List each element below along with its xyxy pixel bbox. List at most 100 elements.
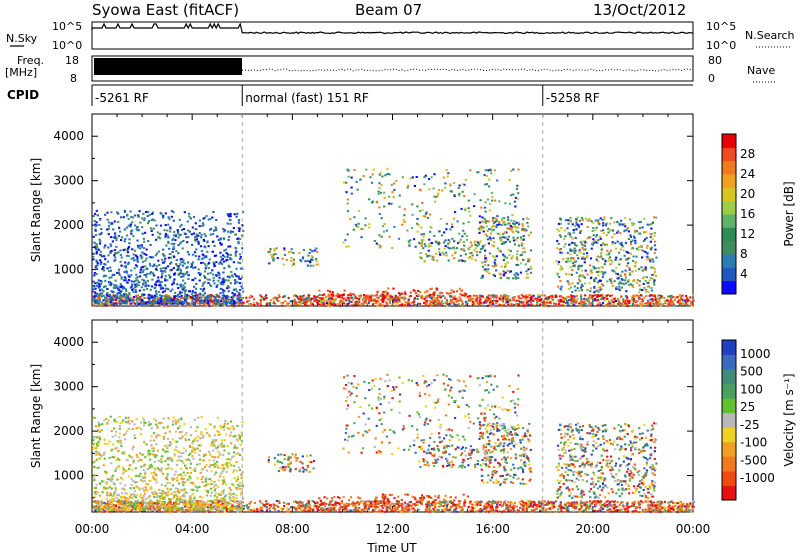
data-cell xyxy=(555,247,559,250)
data-cell xyxy=(93,297,96,300)
data-cell xyxy=(381,175,384,178)
data-cell xyxy=(394,506,397,509)
y-tick-label: 1000 xyxy=(53,263,84,277)
data-cell xyxy=(614,258,617,261)
data-cell xyxy=(187,229,190,232)
data-cell xyxy=(194,239,197,242)
data-cell xyxy=(502,217,506,220)
data-cell xyxy=(642,302,645,305)
data-cell xyxy=(338,294,341,296)
data-cell xyxy=(567,288,570,291)
panel-frame xyxy=(91,113,694,307)
data-cell xyxy=(533,509,536,511)
data-cell xyxy=(135,282,138,285)
data-cell xyxy=(457,303,460,306)
data-cell xyxy=(475,171,479,174)
data-cell xyxy=(259,302,262,305)
data-cell xyxy=(180,297,183,300)
data-cell xyxy=(588,294,592,297)
data-cell xyxy=(147,220,151,223)
data-cell xyxy=(158,294,161,297)
data-cell xyxy=(128,299,131,302)
data-cell xyxy=(153,219,156,222)
data-cell xyxy=(120,239,123,241)
data-cell xyxy=(309,299,312,302)
data-cell xyxy=(119,302,122,305)
data-cell xyxy=(617,251,621,254)
data-cell xyxy=(478,215,481,218)
data-cell xyxy=(557,263,560,266)
data-cell xyxy=(622,304,625,307)
data-cell xyxy=(181,264,184,267)
data-cell xyxy=(349,294,352,297)
data-cell xyxy=(589,504,592,507)
data-cell xyxy=(388,173,391,176)
data-cell xyxy=(273,253,276,256)
data-cell xyxy=(223,229,226,232)
data-cell xyxy=(566,301,569,304)
data-cell xyxy=(559,280,562,282)
colorbar-swatch xyxy=(722,240,736,255)
data-cell xyxy=(512,222,515,225)
data-cell xyxy=(595,235,598,238)
data-cell xyxy=(507,249,510,252)
data-cell xyxy=(136,302,139,305)
data-cell xyxy=(653,294,656,297)
data-cell xyxy=(575,244,578,247)
data-cell xyxy=(648,302,652,305)
data-cell xyxy=(573,304,576,307)
data-cell xyxy=(346,202,349,205)
data-cell xyxy=(182,288,185,291)
data-cell xyxy=(426,217,430,219)
data-cell xyxy=(455,290,459,293)
data-cell xyxy=(229,257,232,259)
data-cell xyxy=(352,228,355,231)
data-cell xyxy=(181,228,184,231)
data-cell xyxy=(174,298,177,301)
data-cell xyxy=(288,304,291,307)
data-cell xyxy=(564,304,567,307)
data-cell xyxy=(210,285,213,288)
data-cell xyxy=(104,296,107,299)
data-cell xyxy=(150,227,153,230)
data-cell xyxy=(579,232,582,234)
data-cell xyxy=(496,232,499,235)
data-cell xyxy=(155,252,159,255)
data-cell xyxy=(618,280,622,283)
data-cell xyxy=(348,300,351,303)
data-cell xyxy=(482,226,485,229)
data-cell xyxy=(100,255,104,258)
data-cell xyxy=(239,255,242,258)
data-cell xyxy=(493,241,496,244)
data-cell xyxy=(106,298,109,301)
data-cell xyxy=(492,304,495,307)
data-cell xyxy=(321,304,324,306)
data-cell xyxy=(603,263,606,266)
data-cell xyxy=(567,232,570,235)
data-cell xyxy=(307,509,310,512)
data-cell xyxy=(522,239,525,241)
data-cell xyxy=(213,265,216,268)
data-cell xyxy=(384,296,387,299)
data-cell xyxy=(166,279,169,282)
data-cell xyxy=(152,502,155,505)
data-cell xyxy=(317,502,320,505)
data-cell xyxy=(206,296,209,299)
data-cell xyxy=(587,506,590,509)
data-cell xyxy=(242,211,245,214)
data-cell xyxy=(114,279,117,282)
data-cell xyxy=(106,218,109,221)
data-cell xyxy=(503,231,507,234)
data-cell xyxy=(105,300,108,303)
data-cell xyxy=(160,276,163,279)
beam-title: Beam 07 xyxy=(355,1,422,19)
data-cell xyxy=(686,300,689,303)
data-cell xyxy=(134,249,137,252)
data-cell xyxy=(286,304,289,307)
data-cell xyxy=(117,302,120,305)
data-cell xyxy=(93,295,96,298)
data-cell xyxy=(288,251,291,254)
data-cell xyxy=(578,278,581,281)
data-cell xyxy=(600,248,603,251)
